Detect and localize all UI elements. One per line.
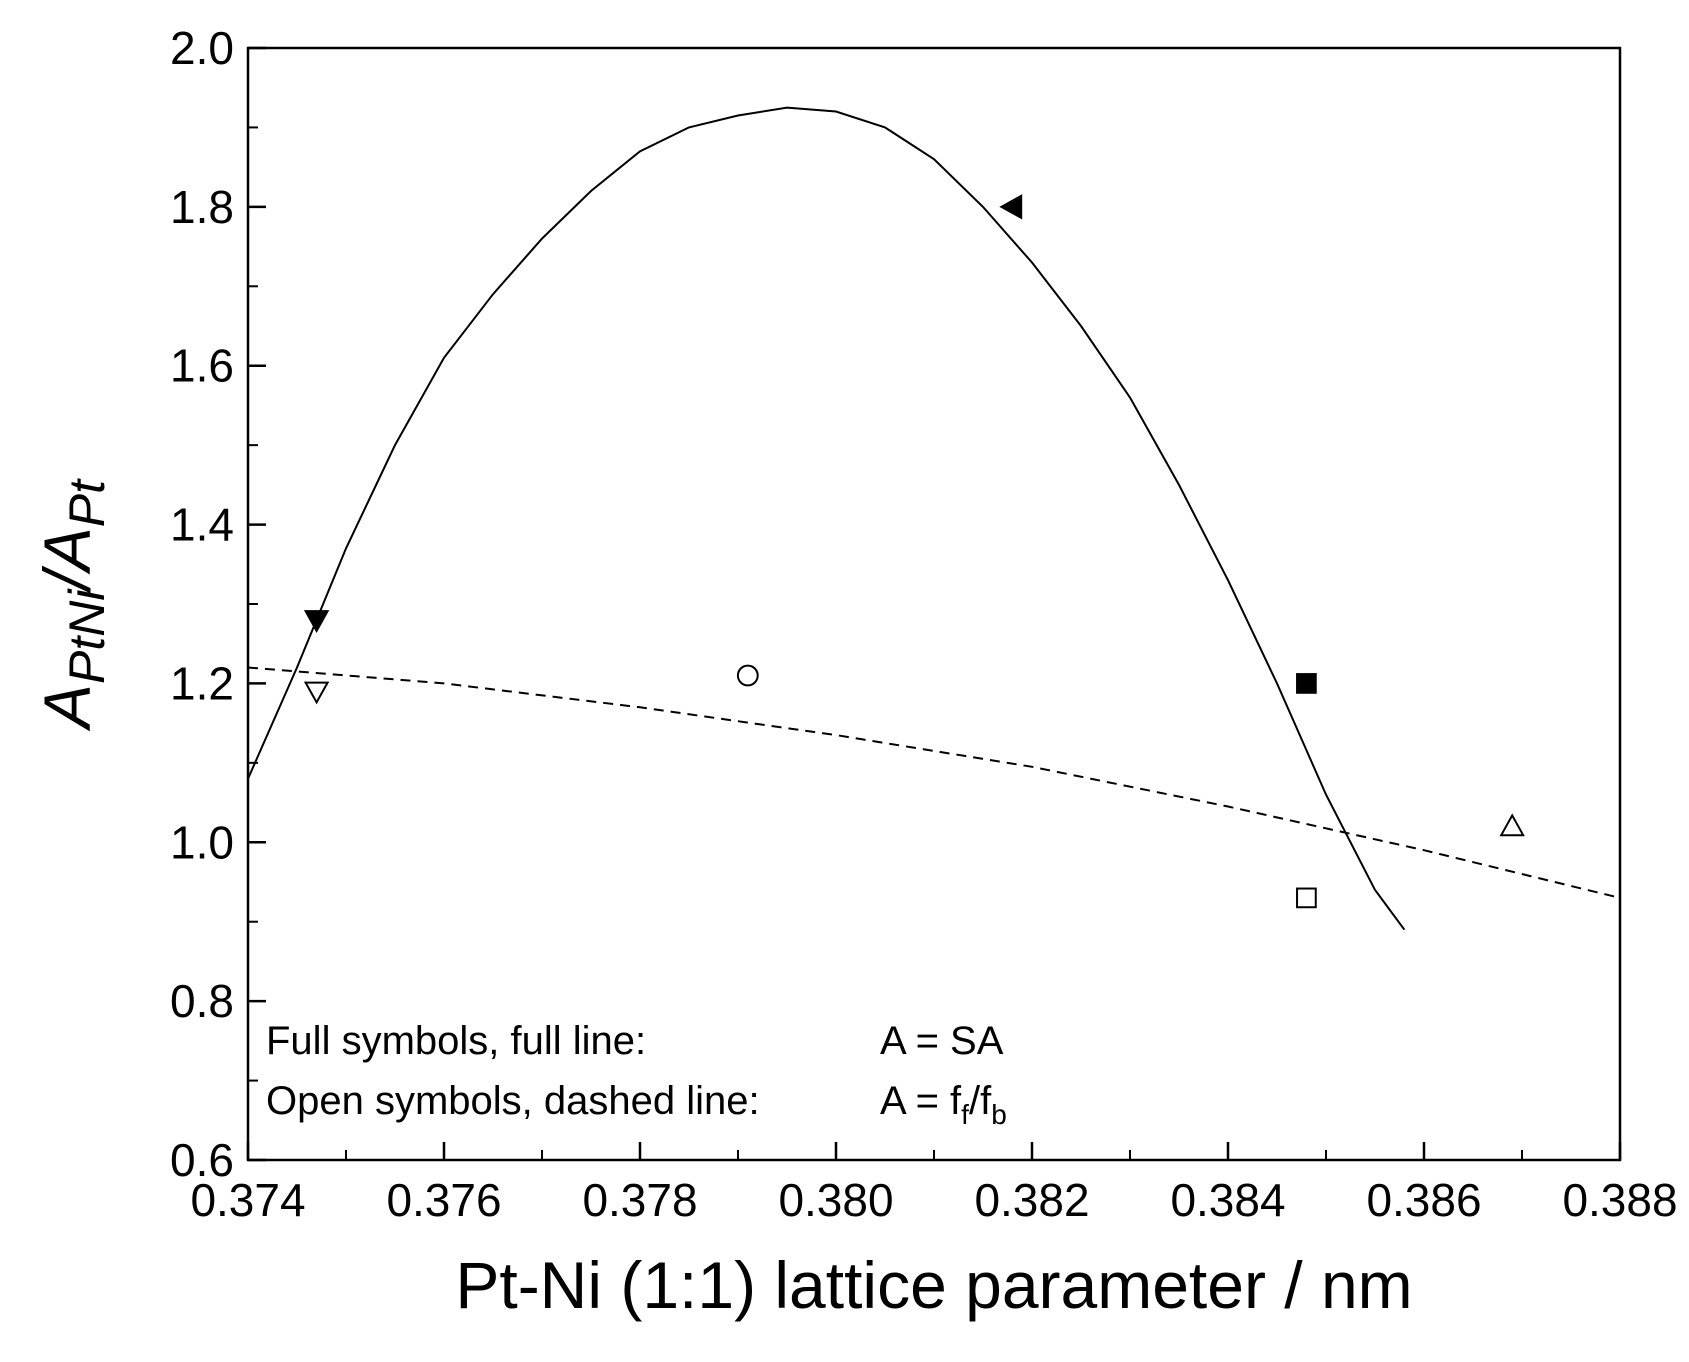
y-tick-label: 1.4: [170, 499, 234, 551]
marker-square-filled: [1296, 673, 1317, 694]
data-markers: [303, 194, 1525, 909]
plot-frame: [246, 46, 1622, 1162]
x-tick-label: 0.386: [1366, 1174, 1481, 1226]
y-title-main-2: A: [30, 527, 104, 575]
x-tick-label: 0.382: [974, 1174, 1089, 1226]
y-axis-title: APtNi/APt: [30, 478, 115, 732]
y-tick-label: 0.8: [170, 975, 234, 1027]
solid-fit-curve: [247, 106, 1406, 931]
y-title-sub-2: Pt: [59, 478, 115, 527]
x-tick-label: 0.384: [1170, 1174, 1285, 1226]
legend-line2-sub2: b: [991, 1099, 1007, 1130]
marker-triangle-down-open: [303, 681, 330, 705]
y-tick-label: 1.6: [170, 340, 234, 392]
x-tick-label: 0.380: [778, 1174, 893, 1226]
y-tick-label: 1.8: [170, 181, 234, 233]
legend-line2-slash: /f: [969, 1079, 992, 1123]
legend: Full symbols, full line: A = SA Open sym…: [266, 1019, 1007, 1130]
x-axis-title: Pt-Ni (1:1) lattice parameter / nm: [455, 1248, 1412, 1322]
legend-line2-sub1: f: [961, 1099, 969, 1130]
marker-square-open: [1296, 887, 1317, 909]
y-tick-label: 0.6: [170, 1134, 234, 1186]
x-tick-label: 0.376: [386, 1174, 501, 1226]
dashed-fit-curve: [247, 666, 1621, 899]
x-tick-label: 0.388: [1562, 1174, 1677, 1226]
legend-line2-value: A = ff/fb: [880, 1079, 1007, 1130]
y-tick-label: 1.0: [170, 816, 234, 868]
marker-triangle-left-filled: [999, 194, 1023, 220]
x-axis-ticks: 0.374 0.376 0.378 0.380 0.382 0.384 0.386 0.388: [190, 1142, 1678, 1226]
legend-line1-label: Full symbols, full line:: [266, 1019, 646, 1063]
legend-line1-value: A = SA: [880, 1019, 1004, 1063]
legend-line2-label: Open symbols, dashed line:: [266, 1079, 760, 1123]
marker-circle-open: [736, 664, 759, 687]
fit-curves: [247, 106, 1621, 931]
x-tick-label: 0.374: [190, 1174, 305, 1226]
legend-line2-main: A = f: [880, 1079, 962, 1123]
y-tick-label: 2.0: [170, 22, 234, 74]
marker-triangle-up-open: [1499, 813, 1525, 837]
x-tick-label: 0.378: [582, 1174, 697, 1226]
y-title-sub-1: PtNi: [59, 588, 115, 684]
y-axis-ticks: 0.6 0.8 1.0 1.2 1.4 1.6 1.8 2.0: [170, 22, 266, 1186]
marker-triangle-down-filled: [303, 610, 330, 633]
y-title-main-1: A: [30, 684, 104, 732]
y-tick-label: 1.2: [170, 657, 234, 709]
